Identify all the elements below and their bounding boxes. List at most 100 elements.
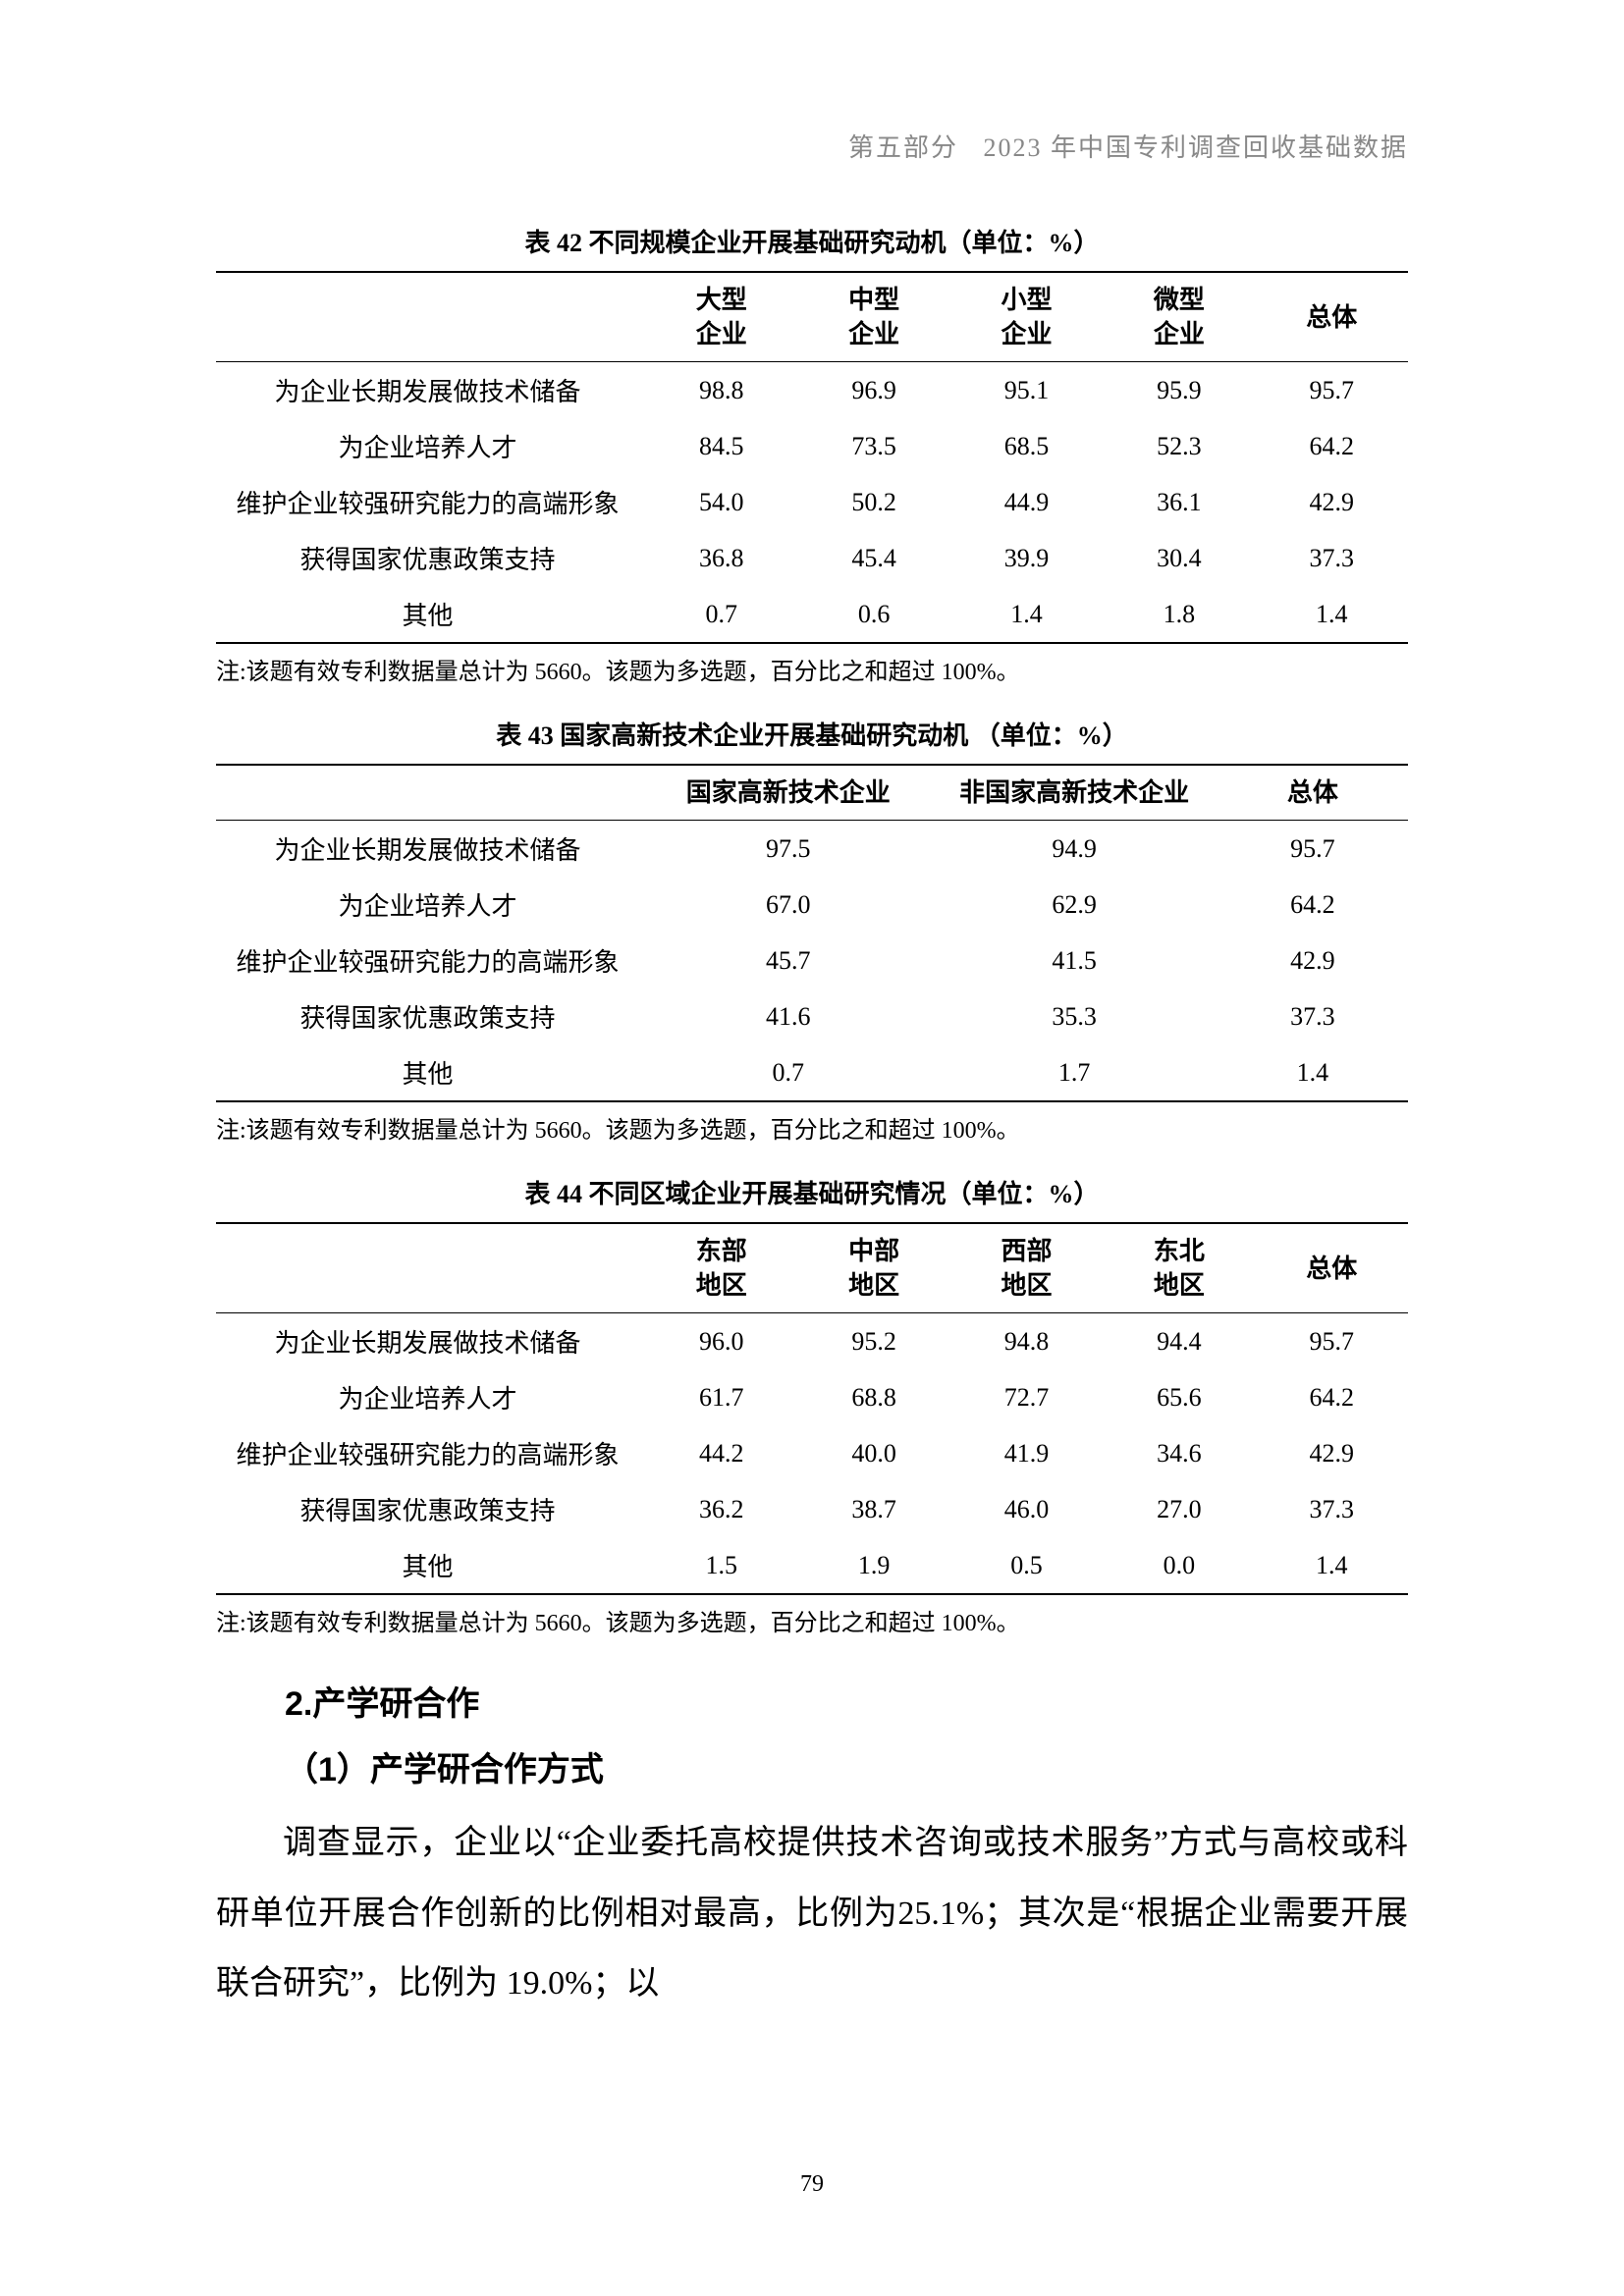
cell: 30.4 [1103, 530, 1255, 586]
cell: 0.7 [645, 1044, 931, 1101]
row-label: 为企业培养人才 [216, 877, 645, 933]
row-label: 其他 [216, 1044, 645, 1101]
row-label: 获得国家优惠政策支持 [216, 530, 645, 586]
cell: 27.0 [1103, 1481, 1255, 1537]
cell: 94.4 [1103, 1313, 1255, 1370]
cell: 64.2 [1256, 1369, 1408, 1425]
col-header: 总体 [1256, 272, 1408, 362]
cell: 67.0 [645, 877, 931, 933]
cell: 84.5 [645, 418, 797, 474]
row-label: 为企业培养人才 [216, 1369, 645, 1425]
cell: 0.7 [645, 586, 797, 643]
cell: 1.4 [1256, 1537, 1408, 1594]
cell: 34.6 [1103, 1425, 1255, 1481]
col-header: 中部地区 [797, 1223, 949, 1313]
table-43-note: 注:该题有效专利数据量总计为 5660。该题为多选题，百分比之和超过 100%。 [216, 1110, 1408, 1145]
cell: 96.9 [797, 362, 949, 419]
cell: 95.1 [950, 362, 1103, 419]
col-header: 小型企业 [950, 272, 1103, 362]
cell: 1.4 [1256, 586, 1408, 643]
page-number: 79 [0, 2171, 1624, 2198]
cell: 0.5 [950, 1537, 1103, 1594]
table-44-title: 表 44 不同区域企业开展基础研究情况（单位：%） [216, 1174, 1408, 1210]
cell: 36.8 [645, 530, 797, 586]
col-header: 中型企业 [797, 272, 949, 362]
cell: 40.0 [797, 1425, 949, 1481]
cell: 96.0 [645, 1313, 797, 1370]
cell: 39.9 [950, 530, 1103, 586]
table-42-body: 为企业长期发展做技术储备98.896.995.195.995.7 为企业培养人才8… [216, 362, 1408, 644]
cell: 94.9 [931, 821, 1217, 878]
cell: 41.6 [645, 988, 931, 1044]
header-part: 第五部分 [848, 133, 958, 162]
row-label: 维护企业较强研究能力的高端形象 [216, 1425, 645, 1481]
cell: 72.7 [950, 1369, 1103, 1425]
cell: 94.8 [950, 1313, 1103, 1370]
cell: 1.4 [950, 586, 1103, 643]
cell: 42.9 [1256, 474, 1408, 530]
cell: 68.8 [797, 1369, 949, 1425]
row-label: 维护企业较强研究能力的高端形象 [216, 474, 645, 530]
col-header: 非国家高新技术企业 [931, 765, 1217, 821]
cell: 97.5 [645, 821, 931, 878]
page-header: 第五部分 2023 年中国专利调查回收基础数据 [216, 128, 1408, 164]
cell: 95.2 [797, 1313, 949, 1370]
cell: 65.6 [1103, 1369, 1255, 1425]
table-44-note: 注:该题有效专利数据量总计为 5660。该题为多选题，百分比之和超过 100%。 [216, 1603, 1408, 1637]
cell: 95.9 [1103, 362, 1255, 419]
row-label: 为企业长期发展做技术储备 [216, 821, 645, 878]
cell: 42.9 [1218, 933, 1408, 988]
section-heading: 2.产学研合作 [285, 1677, 1408, 1725]
cell: 64.2 [1256, 418, 1408, 474]
body-paragraph: 调查显示，企业以“企业委托高校提供技术咨询或技术服务”方式与高校或科研单位开展合… [216, 1808, 1408, 2018]
row-label: 获得国家优惠政策支持 [216, 988, 645, 1044]
cell: 45.7 [645, 933, 931, 988]
cell: 1.8 [1103, 586, 1255, 643]
table-44: 东部地区 中部地区 西部地区 东北地区 总体 为企业长期发展做技术储备96.09… [216, 1222, 1408, 1595]
cell: 46.0 [950, 1481, 1103, 1537]
row-label: 为企业培养人才 [216, 418, 645, 474]
table-43: 国家高新技术企业 非国家高新技术企业 总体 为企业长期发展做技术储备97.594… [216, 764, 1408, 1102]
cell: 36.1 [1103, 474, 1255, 530]
cell: 73.5 [797, 418, 949, 474]
table-42: 大型企业 中型企业 小型企业 微型企业 总体 为企业长期发展做技术储备98.89… [216, 271, 1408, 644]
cell: 37.3 [1256, 1481, 1408, 1537]
col-header: 东部地区 [645, 1223, 797, 1313]
cell: 1.4 [1218, 1044, 1408, 1101]
row-label: 其他 [216, 1537, 645, 1594]
table-43-body: 为企业长期发展做技术储备97.594.995.7为企业培养人才67.062.96… [216, 821, 1408, 1102]
cell: 44.9 [950, 474, 1103, 530]
col-header: 微型企业 [1103, 272, 1255, 362]
row-label: 维护企业较强研究能力的高端形象 [216, 933, 645, 988]
cell: 36.2 [645, 1481, 797, 1537]
cell: 95.7 [1256, 1313, 1408, 1370]
cell: 61.7 [645, 1369, 797, 1425]
cell: 41.5 [931, 933, 1217, 988]
cell: 54.0 [645, 474, 797, 530]
cell: 1.7 [931, 1044, 1217, 1101]
cell: 98.8 [645, 362, 797, 419]
col-header: 大型企业 [645, 272, 797, 362]
cell: 45.4 [797, 530, 949, 586]
cell: 95.7 [1256, 362, 1408, 419]
cell: 0.0 [1103, 1537, 1255, 1594]
subsection-heading: （1）产学研合作方式 [285, 1742, 1408, 1790]
cell: 64.2 [1218, 877, 1408, 933]
cell: 38.7 [797, 1481, 949, 1537]
cell: 37.3 [1218, 988, 1408, 1044]
cell: 42.9 [1256, 1425, 1408, 1481]
col-header: 西部地区 [950, 1223, 1103, 1313]
cell: 68.5 [950, 418, 1103, 474]
cell: 37.3 [1256, 530, 1408, 586]
row-label: 为企业长期发展做技术储备 [216, 362, 645, 419]
cell: 52.3 [1103, 418, 1255, 474]
cell: 50.2 [797, 474, 949, 530]
row-label: 其他 [216, 586, 645, 643]
cell: 35.3 [931, 988, 1217, 1044]
header-title: 2023 年中国专利调查回收基础数据 [983, 133, 1408, 162]
table-44-body: 为企业长期发展做技术储备96.095.294.894.495.7为企业培养人才6… [216, 1313, 1408, 1595]
col-header: 总体 [1256, 1223, 1408, 1313]
cell: 95.7 [1218, 821, 1408, 878]
cell: 0.6 [797, 586, 949, 643]
col-header: 总体 [1218, 765, 1408, 821]
